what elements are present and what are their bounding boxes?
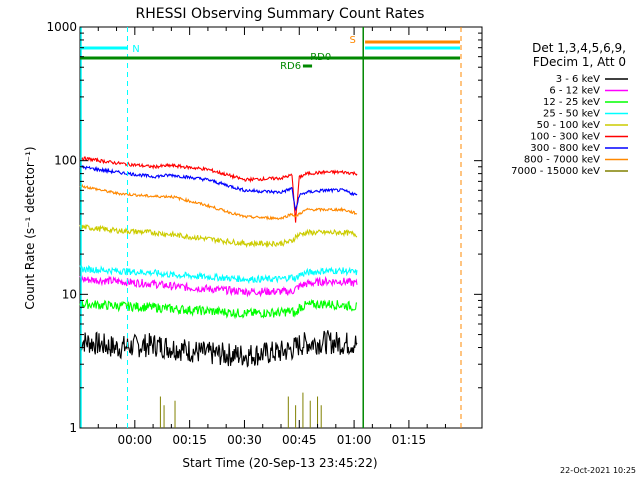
legend-header-2: FDecim 1, Att 0 — [533, 55, 626, 69]
legend-entry-label: 300 - 800 keV — [530, 143, 600, 154]
series-25-50-kev — [79, 264, 358, 285]
legend: Det 1,3,4,5,6,9, FDecim 1, Att 0 3 - 6 k… — [511, 41, 628, 177]
flag-label-rd6: RD6 — [280, 61, 301, 72]
axes: 1 10 100 1000 00:00 00:15 00:30 00:45 01:00 01:15 — [46, 20, 482, 447]
legend-entry-label: 25 - 50 keV — [543, 109, 600, 120]
legend-entry-label: 50 - 100 keV — [537, 120, 601, 131]
data-series — [79, 156, 358, 428]
y-tick-label: 1000 — [46, 20, 77, 34]
plot-area — [79, 26, 483, 429]
series-50-100-kev — [79, 223, 358, 248]
x-tick-label: 01:00 — [337, 433, 372, 447]
legend-entry-label: 12 - 25 keV — [543, 97, 600, 108]
y-axis-label: Count Rate (s⁻¹ detector⁻¹) — [23, 146, 37, 309]
series-12-25-kev — [79, 298, 358, 320]
flag-label-n: N — [132, 44, 139, 55]
legend-entry-label: 100 - 300 keV — [530, 132, 600, 143]
series-3-6-kev — [79, 330, 358, 368]
series-300-800-kev — [79, 164, 358, 212]
legend-entry-label: 3 - 6 keV — [556, 74, 600, 85]
x-tick-label: 00:00 — [118, 433, 153, 447]
x-tick-label: 01:15 — [392, 433, 427, 447]
series-6-12-kev — [79, 275, 358, 298]
series-800-7000-kev — [79, 183, 358, 221]
legend-entry-label: 7000 - 15000 keV — [511, 166, 600, 177]
legend-header-1: Det 1,3,4,5,6,9, — [532, 41, 626, 55]
flag-overlays: N S RD0 RD6 — [80, 27, 462, 428]
x-tick-label: 00:15 — [172, 433, 207, 447]
legend-entry-label: 6 - 12 keV — [549, 86, 600, 97]
chart-title: RHESSI Observing Summary Count Rates — [136, 6, 425, 22]
x-tick-label: 00:30 — [227, 433, 262, 447]
flag-label-rd0: RD0 — [310, 52, 331, 63]
x-axis-label: Start Time (20-Sep-13 23:45:22) — [182, 456, 377, 470]
y-tick-label: 1 — [69, 421, 77, 435]
legend-entry-label: 800 - 7000 keV — [524, 155, 600, 166]
series-100-300-kev — [79, 156, 358, 223]
flag-label-s: S — [350, 35, 356, 46]
x-tick-label: 00:45 — [282, 433, 317, 447]
y-tick-label: 10 — [62, 287, 77, 301]
y-tick-label: 100 — [54, 154, 77, 168]
footer-date: 22-Oct-2021 10:25 — [560, 466, 636, 475]
plot-frame — [79, 26, 483, 429]
